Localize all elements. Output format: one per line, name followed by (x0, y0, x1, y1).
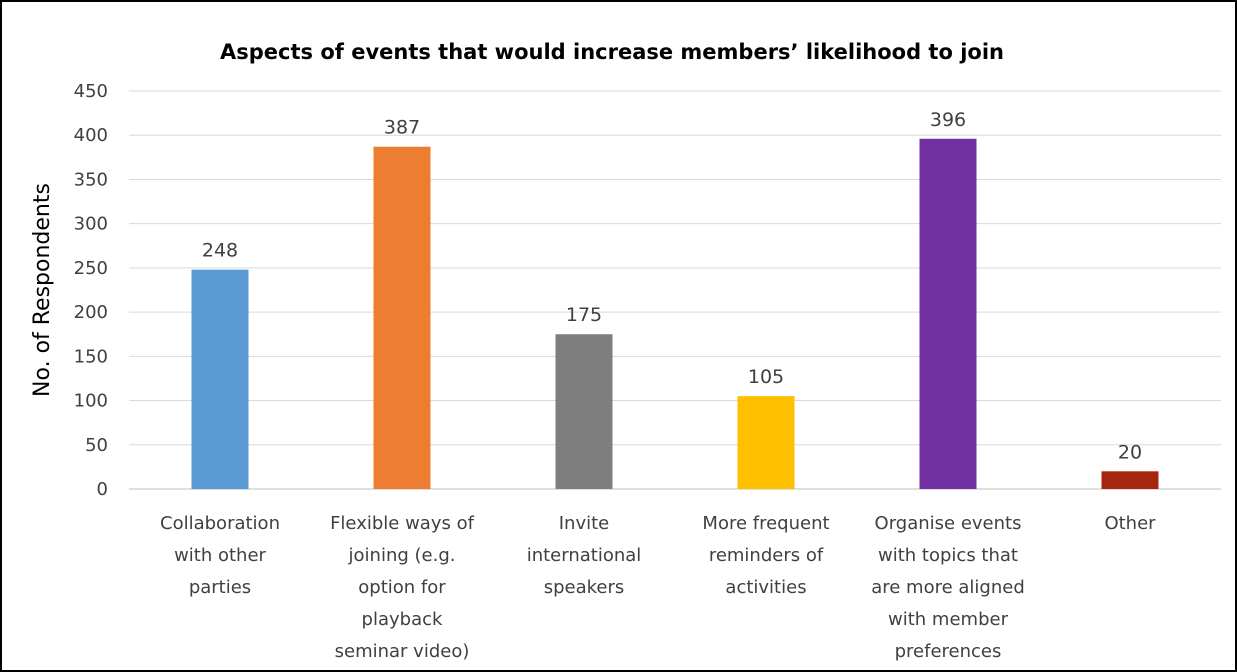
y-tick-label: 350 (74, 169, 108, 190)
bar (1101, 471, 1159, 489)
y-tick-label: 300 (74, 214, 108, 235)
bar (373, 146, 431, 489)
bar-value-label: 105 (748, 366, 784, 388)
y-tick-label: 150 (74, 346, 108, 367)
bar-value-label: 387 (384, 117, 420, 139)
x-category-label: More frequent reminders of activities (702, 513, 829, 598)
y-axis-ticks: 0 50 100 150 200 250 300 350 400 450 (74, 81, 108, 500)
bar (737, 396, 795, 489)
bar-value-label: 20 (1118, 441, 1142, 463)
x-category-label: Organise events with topics that are more … (871, 513, 1025, 662)
chart-title: Aspects of events that would increase me… (220, 40, 1004, 64)
x-category-label: Collaboration with other parties (160, 513, 280, 598)
x-category-label: Flexible ways of joining (e.g. option for p… (330, 513, 475, 662)
bar (191, 269, 249, 489)
bar-value-label: 396 (930, 109, 966, 131)
y-tick-label: 100 (74, 391, 108, 412)
gridlines (129, 90, 1221, 490)
y-tick-label: 400 (74, 125, 108, 146)
bar-value-label: 248 (202, 240, 238, 262)
x-category-label: Other (1104, 513, 1156, 534)
x-category-label: Invite international speakers (527, 513, 642, 598)
y-tick-label: 200 (74, 302, 108, 323)
x-axis-category-labels: Collaboration with other parties Flexible w… (160, 513, 1156, 662)
y-tick-label: 0 (97, 479, 108, 500)
y-tick-label: 450 (74, 81, 108, 102)
bar (555, 334, 613, 489)
bars (191, 138, 1159, 489)
bar (919, 138, 977, 489)
y-tick-label: 50 (85, 435, 108, 456)
y-tick-label: 250 (74, 258, 108, 279)
y-axis-label: No. of Respondents (30, 183, 55, 397)
bar-value-label: 175 (566, 304, 602, 326)
data-labels: 248 387 175 105 396 20 (202, 109, 1142, 464)
